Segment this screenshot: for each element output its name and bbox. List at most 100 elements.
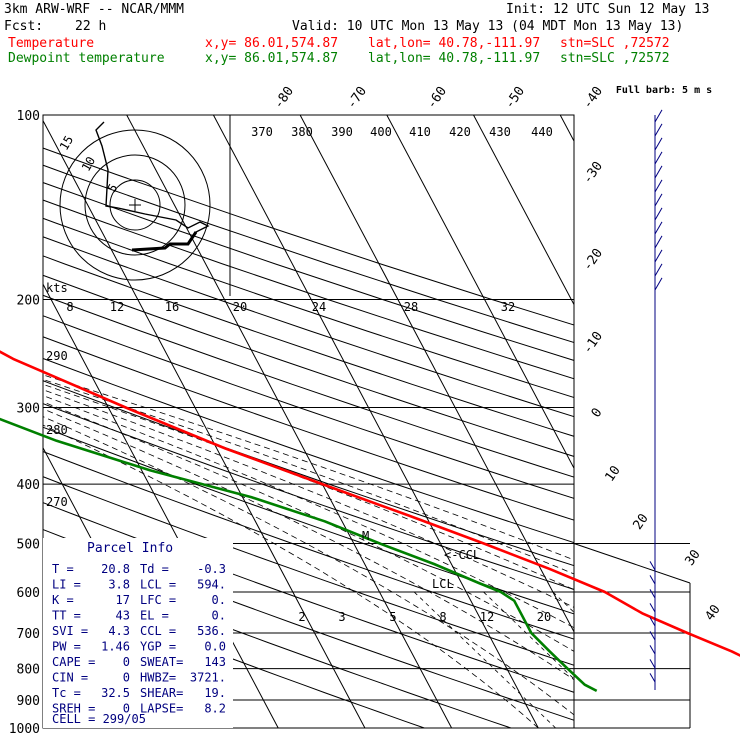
- temperature-station: stn=SLC ,72572: [560, 36, 670, 51]
- mixing-ratio-label: 5: [389, 610, 396, 624]
- dry-adiabat: [43, 403, 574, 590]
- isotherm-line: [43, 119, 366, 728]
- theta-label: 430: [489, 125, 511, 139]
- parcel-label-1: CIN =: [52, 671, 88, 685]
- wind-barb: [649, 561, 656, 571]
- wind-barb: [654, 263, 663, 277]
- temperature-xy: x,y= 86.01,574.87: [205, 36, 339, 51]
- moist-adiabat-lines: [43, 374, 574, 728]
- mixing-ratio-label: 20: [537, 610, 551, 624]
- mixing-ratio-line: [413, 591, 556, 728]
- parcel-value-1: 32.5: [101, 686, 130, 700]
- model-title: 3km ARW-WRF -- NCAR/MMM: [4, 2, 185, 17]
- mixing-ratio-label: 3: [338, 610, 345, 624]
- pressure-tick-label: 200: [17, 294, 40, 309]
- isotherm-label: 0: [589, 405, 606, 420]
- parcel-value-1: 0: [123, 671, 130, 685]
- isotherm-line: [473, 115, 574, 306]
- parcel-label-2: SWEAT=: [140, 655, 183, 669]
- parcel-label-2: LCL =: [140, 578, 176, 592]
- pressure-tick-label: 800: [17, 663, 40, 678]
- dry-adiabat: [43, 255, 574, 437]
- wet-bulb-label: 12: [110, 300, 124, 314]
- hodograph-ring-label: 10: [79, 154, 98, 174]
- wind-barb: [649, 659, 656, 669]
- isotherm-label: -60: [424, 84, 450, 112]
- moist-adiabat: [43, 424, 539, 728]
- valid-time: Valid: 10 UTC Mon 13 May 13 (04 MDT Mon …: [292, 19, 684, 34]
- wind-barb: [654, 137, 663, 151]
- parcel-value-1: 17: [116, 593, 130, 607]
- parcel-info-panel: Parcel Info T = 20.8 Td = -0.3 LI = 3.8 LCL = 59…: [43, 538, 233, 728]
- parcel-label-2: EL =: [140, 609, 169, 623]
- pressure-tick-label: 400: [17, 478, 40, 493]
- dewpoint-xy: x,y= 86.01,574.87: [205, 51, 339, 66]
- isotherm-label: -80: [271, 84, 297, 112]
- wet-bulb-label: 24: [312, 300, 326, 314]
- parcel-value-2: 0.0: [204, 640, 226, 654]
- wind-barb: [649, 589, 656, 599]
- parcel-label-2: CCL =: [140, 624, 176, 638]
- isotherm-line: [299, 115, 574, 633]
- wind-barb: [654, 235, 663, 249]
- dry-adiabat: [43, 336, 574, 521]
- wet-bulb-label: 28: [404, 300, 418, 314]
- forecast-label: Fcst:: [4, 19, 44, 34]
- pressure-tick-label: 1000: [9, 722, 40, 737]
- moist-adiabat: [43, 416, 574, 716]
- parcel-label-1: LI =: [52, 578, 81, 592]
- parcel-value-2: 19.: [204, 686, 226, 700]
- dewpoint-legend: Dewpoint temperature: [8, 51, 165, 66]
- theta-label: 390: [331, 125, 353, 139]
- dry-adiabat: [43, 451, 574, 640]
- pressure-tick-label: 500: [17, 537, 40, 552]
- wet-bulb-label: 20: [233, 300, 247, 314]
- hodograph-center: [129, 199, 141, 211]
- theta-label: 440: [531, 125, 553, 139]
- dry-adiabat: [43, 236, 574, 418]
- wind-barb: [654, 277, 663, 291]
- mixing-ratio-line: [726, 592, 740, 728]
- wind-barb: [654, 193, 663, 207]
- wind-barb: [654, 165, 663, 179]
- isotherm-label: -10: [580, 329, 606, 357]
- parcel-label-1: SREH =: [52, 702, 95, 716]
- parcel-label-1: Tc =: [52, 686, 81, 700]
- theta-label: 410: [409, 125, 431, 139]
- dry-adiabat: [43, 476, 574, 666]
- isotherm-label: 20: [630, 511, 651, 532]
- dry-adiabat: [43, 217, 574, 398]
- isotherm-line: [212, 115, 539, 728]
- dry-adiabat: [43, 585, 425, 728]
- dewpoint-latlon: lat,lon= 40.78,-111.97: [368, 51, 541, 66]
- parcel-label-1: PW =: [52, 640, 81, 654]
- theta-label-low: 280: [46, 423, 68, 437]
- hodograph-ring: [109, 179, 161, 231]
- wind-barb: [654, 249, 663, 263]
- isotherm-label: -50: [502, 84, 528, 112]
- dry-adiabat: [43, 426, 574, 615]
- dry-adiabat: [43, 274, 574, 457]
- wind-barb: [649, 631, 656, 641]
- wind-barb: [649, 673, 656, 683]
- dry-adiabat: [43, 182, 574, 361]
- forecast-hour: 22 h: [75, 19, 107, 34]
- parcel-label-2: Td =: [140, 562, 169, 576]
- dewpoint-profile: [0, 417, 598, 693]
- parcel-value-1: 20.8: [101, 562, 130, 576]
- wet-bulb-label: 16: [165, 300, 179, 314]
- temperature-profile: [0, 350, 740, 657]
- dry-adiabat: [43, 357, 574, 544]
- wind-barb: [654, 221, 663, 235]
- parcel-value-1: 4.3: [108, 624, 130, 638]
- wind-barb: [649, 603, 656, 613]
- hodograph-ring: [84, 154, 186, 256]
- parcel-value-2: 536.: [197, 624, 226, 638]
- temperature-latlon: lat,lon= 40.78,-111.97: [368, 36, 541, 51]
- theta-label-low: 290: [46, 349, 68, 363]
- moist-adiabat: [43, 383, 574, 591]
- isotherm-label: -40: [580, 84, 606, 112]
- isotherm-label: -20: [580, 246, 606, 274]
